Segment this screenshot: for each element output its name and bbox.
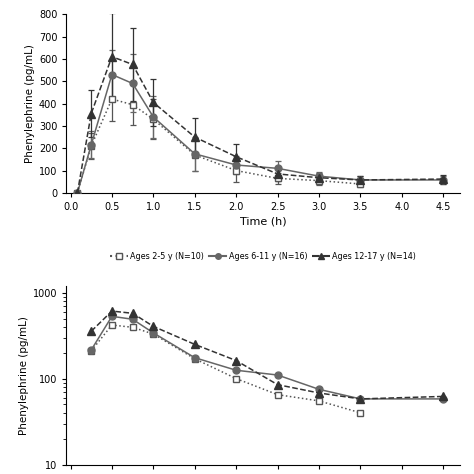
Y-axis label: Phenylephrine (pg/mL): Phenylephrine (pg/mL): [18, 316, 28, 435]
X-axis label: Time (h): Time (h): [240, 216, 286, 226]
Legend: Ages 2-5 y (N=10), Ages 6-11 y (N=16), Ages 12-17 y (N=14): Ages 2-5 y (N=10), Ages 6-11 y (N=16), A…: [107, 248, 419, 264]
Y-axis label: Phenylephrine (pg/mL): Phenylephrine (pg/mL): [25, 44, 35, 163]
